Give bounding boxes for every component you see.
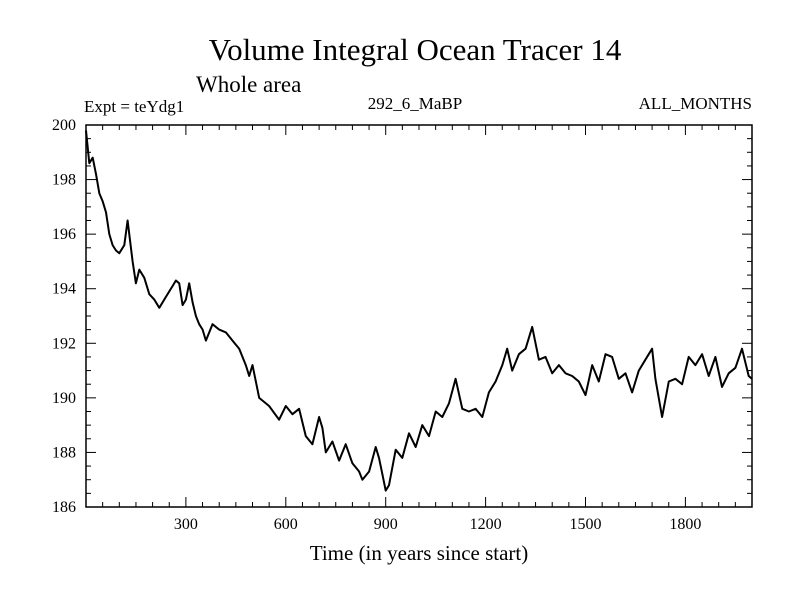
experiment-label: Expt = teYdg1 bbox=[84, 97, 185, 116]
x-tick-label: 300 bbox=[174, 516, 198, 533]
y-tick-label: 196 bbox=[52, 226, 76, 243]
y-tick-label: 200 bbox=[52, 117, 76, 134]
y-tick-label: 198 bbox=[52, 172, 76, 189]
x-axis-label: Time (in years since start) bbox=[309, 541, 529, 565]
x-tick-label: 900 bbox=[374, 516, 398, 533]
plot-frame bbox=[85, 124, 753, 508]
run-label: 292_6_MaBP bbox=[367, 94, 463, 113]
series-line bbox=[85, 130, 753, 492]
tick-marks bbox=[86, 125, 752, 507]
y-tick-label: 190 bbox=[52, 390, 76, 407]
y-tick-label: 194 bbox=[52, 281, 76, 298]
x-tick-label: 600 bbox=[274, 516, 298, 533]
x-tick-label: 1200 bbox=[470, 516, 502, 533]
y-tick-label: 186 bbox=[52, 499, 76, 516]
x-tick-label: 1800 bbox=[669, 516, 701, 533]
y-tick-label: 192 bbox=[52, 335, 76, 352]
months-label: ALL_MONTHS bbox=[638, 94, 752, 113]
chart-subtitle: Whole area bbox=[196, 72, 302, 97]
x-tick-label: 1500 bbox=[570, 516, 602, 533]
y-tick-label: 188 bbox=[52, 444, 76, 461]
chart-title: Volume Integral Ocean Tracer 14 bbox=[208, 32, 622, 67]
tick-labels: 300 600 900 1200 1500 1800 186 188 190 192 194 196 1… bbox=[52, 117, 701, 533]
